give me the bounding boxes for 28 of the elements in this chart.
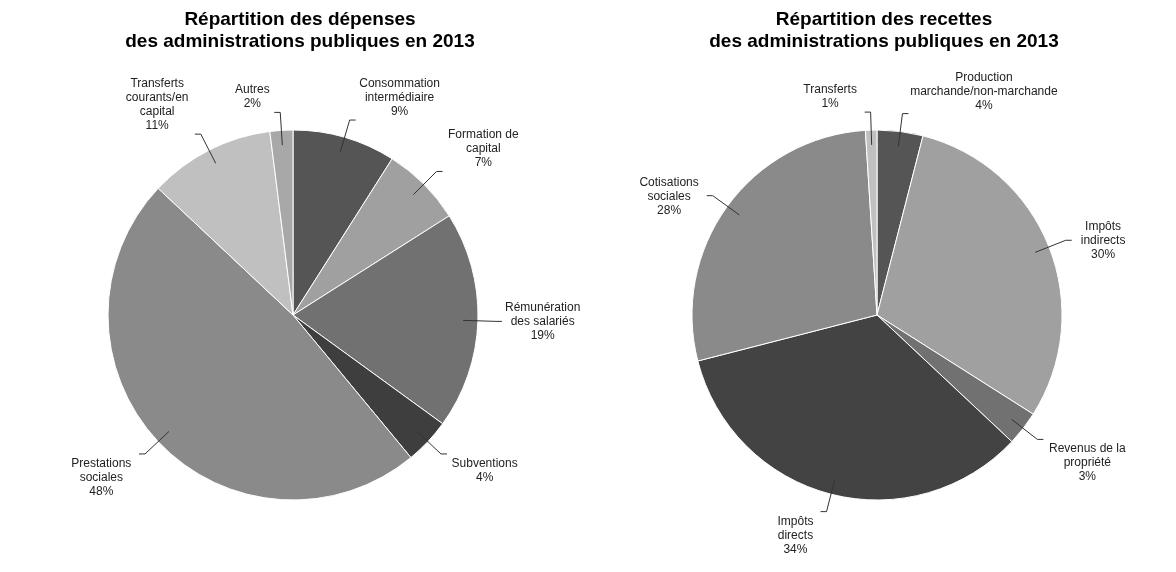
data-label: 28% [657,202,682,217]
data-label: 34% [783,541,808,556]
data-label: 1% [821,96,840,111]
slice-label: Subventions [451,455,518,470]
data-label: 9% [390,104,409,119]
data-label: 4% [475,469,494,484]
slice-label: Prestations sociales [71,455,132,484]
data-label: 4% [975,97,993,112]
data-label: 19% [530,328,556,343]
slice-label: Cotisations sociales [639,174,699,203]
slice-label: Consommation intermédiaire [359,76,440,105]
chart-title: Répartition des dépenses des administrations publiques en 2013 [124,8,476,53]
slice-label: Transferts courants/en capital [125,76,189,119]
slice-label: Formation de capital [447,127,520,156]
slice-label: Transferts [803,82,857,97]
slice-label: Revenus de la propriété [1048,441,1127,470]
chart-title: Répartition des recettes des administrations publiques en 2013 [708,8,1060,53]
data-label: 7% [474,155,493,170]
data-label: 11% [145,118,170,133]
data-label: 3% [1078,469,1097,484]
data-label: 48% [89,483,114,498]
slice-label: Rémunération des salariés [505,300,581,329]
data-label: 2% [243,96,262,111]
slice-label: Impôts indirects [1080,219,1126,248]
slice-label: Production marchande/non-marchande [910,69,1058,98]
slice-label: Autres [235,82,270,97]
slice-label: Impôts directs [777,513,814,542]
data-label: 30% [1091,247,1116,262]
